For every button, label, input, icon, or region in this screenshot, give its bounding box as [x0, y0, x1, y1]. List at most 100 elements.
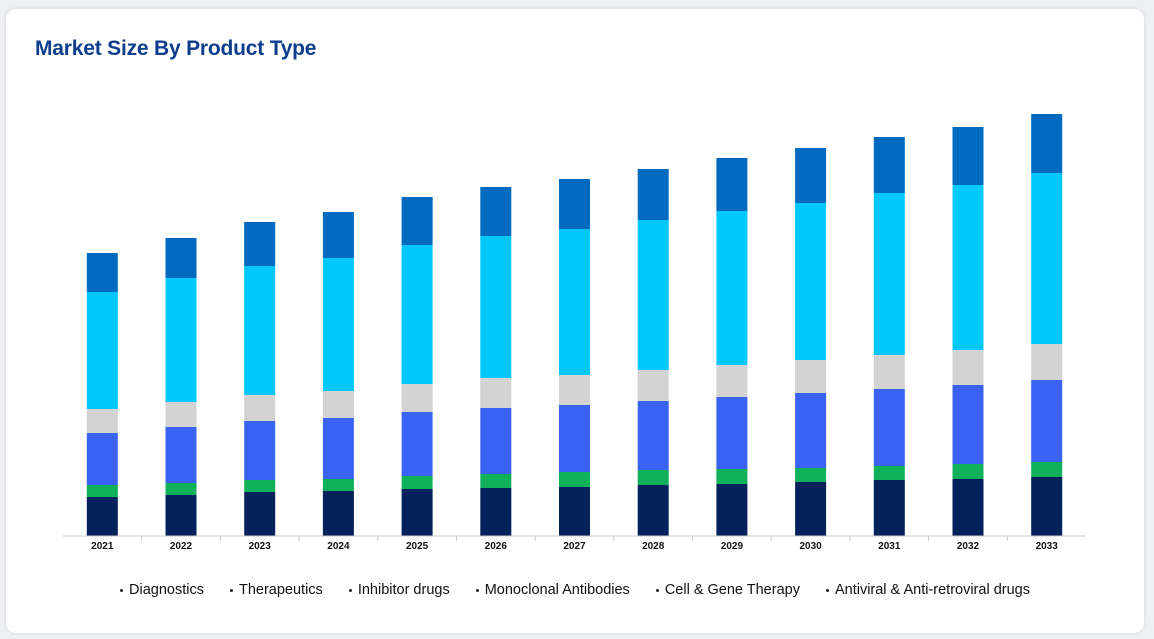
bar-segment-2032-2	[952, 385, 984, 464]
bar-segment-2031-2	[873, 389, 905, 466]
bar-segment-2029-1	[716, 469, 748, 484]
bar-segment-2032-0	[952, 479, 984, 536]
bar-segment-2022-3	[165, 402, 197, 427]
bar-segment-2021-2	[86, 433, 118, 485]
legend-label: Inhibitor drugs	[357, 582, 450, 598]
x-tick-label: 2031	[878, 541, 901, 552]
legend-bullet-icon	[229, 588, 233, 592]
chart-card: Market Size By Product Type 2021 2022 2023…	[6, 9, 1144, 633]
legend-label: Monoclonal Antibodies	[484, 582, 630, 598]
bar-segment-2021-5	[86, 253, 118, 292]
bar-segment-2022-4	[165, 278, 197, 402]
legend-item: Cell & Gene Therapy	[655, 582, 800, 598]
legend-item: Inhibitor drugs	[348, 582, 450, 598]
bar-segment-2026-5	[480, 187, 512, 236]
legend-bullet-icon	[655, 588, 659, 592]
bar-segment-2025-5	[401, 197, 433, 245]
bar-segment-2028-4	[637, 220, 669, 370]
bar-segment-2022-2	[165, 427, 197, 483]
bar-segment-2026-1	[480, 474, 512, 488]
bar-segment-2024-0	[322, 491, 354, 536]
bar-segment-2027-5	[559, 179, 590, 229]
x-tick-label: 2027	[563, 541, 586, 552]
x-tick-label: 2022	[170, 541, 193, 552]
bar-segment-2023-5	[244, 222, 276, 266]
bar-segment-2030-5	[795, 148, 827, 203]
bar-segment-2032-5	[952, 127, 984, 185]
chart-title: Market Size By Product Type	[35, 37, 317, 60]
bar-segment-2031-1	[873, 466, 905, 480]
bar-segment-2029-0	[716, 484, 748, 536]
bar-segment-2023-2	[244, 421, 276, 480]
legend-label: Cell & Gene Therapy	[664, 582, 800, 598]
bar-segment-2024-3	[322, 391, 354, 418]
bar-segment-2023-1	[244, 480, 276, 492]
bar-segment-2029-3	[716, 365, 748, 397]
bar-segment-2033-4	[1031, 173, 1063, 344]
bar-segment-2027-2	[559, 405, 590, 472]
bar-segment-2025-4	[401, 245, 433, 384]
bar-segment-2031-0	[873, 480, 905, 536]
x-tick-label: 2029	[721, 541, 744, 552]
chart-legend: Diagnostics Therapeutics Inhibitor drugs Mo…	[6, 582, 1144, 598]
x-tick-label: 2026	[485, 541, 508, 552]
bar-segment-2029-2	[716, 397, 748, 469]
bar-segment-2022-1	[165, 483, 197, 495]
bar-segment-2030-2	[795, 393, 827, 468]
bar-segment-2031-5	[873, 137, 905, 193]
bar-segment-2026-4	[480, 236, 512, 378]
bar-segment-2033-1	[1031, 462, 1063, 477]
bar-segment-2022-5	[165, 238, 197, 278]
bar-segment-2033-0	[1031, 477, 1063, 536]
bar-segment-2029-4	[716, 211, 748, 365]
bar-segment-2025-0	[401, 489, 433, 536]
bar-segment-2030-3	[795, 360, 827, 393]
x-tick-label: 2024	[327, 541, 350, 552]
bar-segment-2029-5	[716, 158, 748, 211]
bar-segment-2021-3	[86, 409, 118, 433]
bar-segment-2024-5	[322, 212, 354, 258]
legend-label: Diagnostics	[129, 582, 204, 598]
legend-label: Antiviral & Anti-retroviral drugs	[834, 582, 1030, 598]
bar-segment-2030-1	[795, 468, 827, 482]
bar-segment-2028-1	[637, 470, 669, 485]
bars-group	[86, 114, 1063, 536]
legend-bullet-icon	[120, 588, 124, 592]
x-tick-label: 2030	[799, 541, 822, 552]
legend-bullet-icon	[825, 588, 829, 592]
bar-segment-2022-0	[165, 495, 197, 536]
bar-segment-2024-1	[322, 479, 354, 491]
bar-segment-2025-1	[401, 476, 433, 489]
x-tick-label: 2025	[406, 541, 429, 552]
bar-segment-2032-3	[952, 350, 984, 385]
bar-segment-2028-5	[637, 169, 669, 220]
legend-item: Antiviral & Anti-retroviral drugs	[825, 582, 1030, 598]
bar-segment-2027-1	[559, 472, 590, 487]
bar-segment-2032-4	[952, 185, 984, 350]
bar-segment-2033-2	[1031, 380, 1063, 462]
bar-segment-2024-2	[322, 418, 354, 479]
bar-segment-2027-0	[559, 487, 590, 536]
bar-segment-2024-4	[322, 258, 354, 391]
x-tick-label: 2033	[1036, 541, 1059, 552]
bar-segment-2026-2	[480, 408, 512, 474]
bar-segment-2028-2	[637, 401, 669, 470]
bar-segment-2026-3	[480, 378, 512, 408]
legend-item: Therapeutics	[229, 582, 323, 598]
legend-item: Diagnostics	[120, 582, 204, 598]
bar-segment-2025-3	[401, 384, 433, 412]
bar-segment-2031-3	[873, 355, 905, 389]
x-axis-ticks: 2021 2022 2023 2024 2025 2026 2027 2028 2029 2030…	[91, 536, 1058, 552]
bar-segment-2032-1	[952, 464, 984, 479]
bar-segment-2031-4	[873, 193, 905, 355]
x-tick-label: 2032	[957, 541, 980, 552]
legend-label: Therapeutics	[238, 582, 323, 598]
bar-segment-2027-4	[559, 229, 590, 375]
bar-segment-2028-0	[637, 485, 669, 536]
bar-segment-2023-3	[244, 395, 276, 421]
bar-segment-2023-4	[244, 266, 276, 395]
x-tick-label: 2021	[91, 541, 114, 552]
legend-item: Monoclonal Antibodies	[475, 582, 630, 598]
bar-segment-2025-2	[401, 412, 433, 476]
bar-segment-2023-0	[244, 492, 276, 536]
